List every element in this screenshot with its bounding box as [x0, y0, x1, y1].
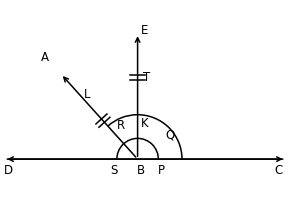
Text: B: B: [137, 163, 145, 176]
Text: C: C: [274, 163, 282, 176]
Text: P: P: [158, 163, 165, 176]
Text: T: T: [143, 70, 150, 83]
Text: A: A: [41, 51, 49, 64]
Text: L: L: [84, 88, 90, 101]
Text: K: K: [140, 116, 148, 129]
Text: D: D: [3, 163, 13, 176]
Text: S: S: [110, 163, 118, 176]
Text: E: E: [141, 24, 148, 37]
Text: Q: Q: [166, 128, 175, 141]
Text: R: R: [117, 118, 125, 131]
